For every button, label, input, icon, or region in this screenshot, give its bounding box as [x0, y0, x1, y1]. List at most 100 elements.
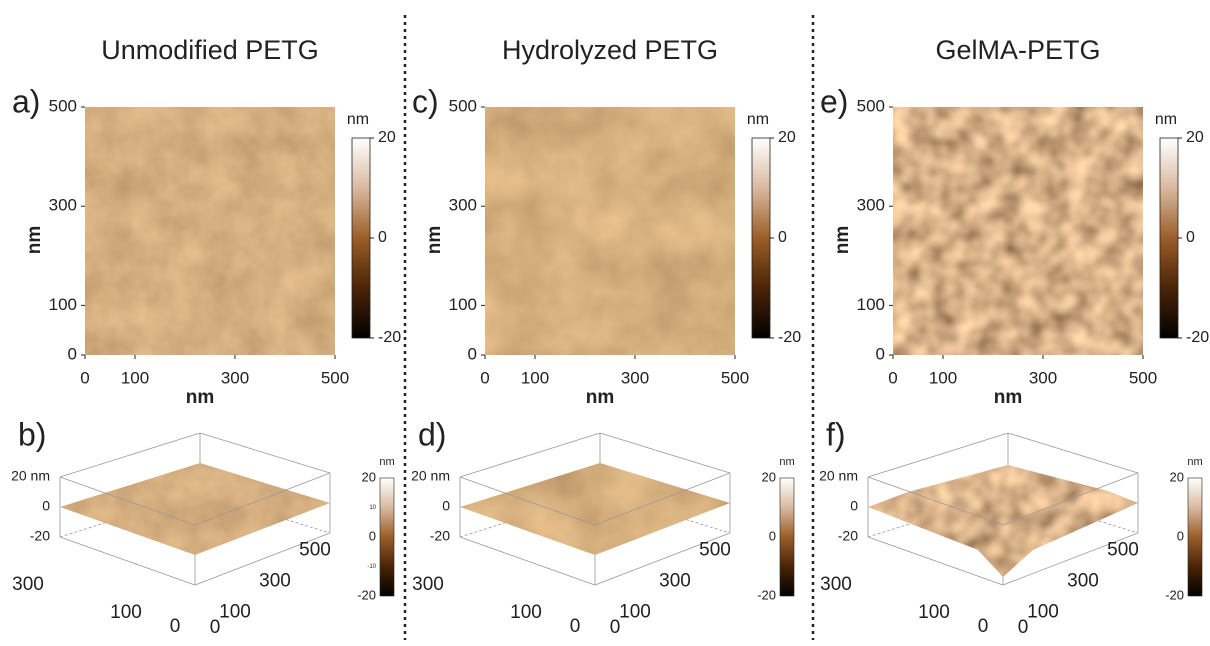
afm-surface — [460, 463, 730, 555]
colorbar-unit: nm — [747, 111, 769, 128]
y-tick-label: 500 — [449, 96, 477, 115]
axis-tick-label: 500 — [699, 540, 731, 561]
panel-label: f) — [826, 416, 846, 452]
colorbar-minor-tick-label: -10 — [367, 564, 376, 570]
y-tick-label: 100 — [49, 295, 77, 314]
y-axis-label: nm — [24, 226, 45, 255]
colorbar — [352, 138, 370, 338]
x-tick-label: 100 — [121, 368, 149, 387]
colorbar-unit: nm — [347, 111, 369, 128]
axis-tick-label: 300 — [412, 574, 444, 595]
axis-tick-label: 0 — [570, 616, 581, 637]
colorbar — [780, 478, 794, 596]
axis-tick-label: 300 — [659, 571, 691, 592]
colorbar-tick-label: 0 — [369, 528, 376, 543]
x-tick-label: 100 — [521, 368, 549, 387]
panel-label: a) — [12, 83, 40, 119]
x-tick-label: 300 — [621, 368, 649, 387]
afm-map — [485, 107, 735, 355]
y-tick-label: 0 — [468, 344, 477, 363]
axis-tick-label: 100 — [1027, 602, 1059, 623]
axis-tick-label: 0 — [978, 616, 989, 637]
x-axis-label: nm — [186, 387, 215, 408]
y-tick-label: 500 — [49, 96, 77, 115]
box-edge — [1008, 433, 1138, 473]
colorbar-tick-label: 20 — [1186, 129, 1204, 146]
axis-tick-label: 300 — [259, 571, 291, 592]
x-tick-label: 0 — [480, 368, 489, 387]
panel-label: b) — [18, 416, 46, 452]
panel-title: Hydrolyzed PETG — [502, 35, 718, 65]
colorbar-tick-label: 0 — [769, 528, 776, 543]
axis-tick-label: 500 — [1107, 540, 1139, 561]
colorbar-tick-label: -20 — [378, 329, 401, 346]
panel-title: Unmodified PETG — [101, 35, 319, 65]
colorbar — [1160, 138, 1178, 338]
figure: Unmodified PETGa)01003005000100300500nmn… — [0, 0, 1210, 646]
colorbar-tick-label: 20 — [1170, 469, 1184, 484]
colorbar — [752, 138, 770, 338]
x-tick-label: 100 — [929, 368, 957, 387]
afm-map — [893, 107, 1143, 355]
colorbar-tick-label: 0 — [378, 229, 387, 246]
y-tick-label: 0 — [68, 344, 77, 363]
axis-tick-label: 300 — [1067, 571, 1099, 592]
y-tick-label: 300 — [857, 196, 885, 215]
z-tick-label: -20 — [30, 528, 50, 544]
colorbar-tick-label: -20 — [1186, 329, 1209, 346]
axis-tick-label: 100 — [918, 602, 950, 623]
y-tick-label: 500 — [857, 96, 885, 115]
axis-tick-label: 500 — [299, 540, 331, 561]
colorbar-tick-label: -20 — [778, 329, 801, 346]
y-tick-label: 100 — [449, 295, 477, 314]
axis-tick-label: 100 — [510, 602, 542, 623]
axis-tick-label: 300 — [12, 574, 44, 595]
colorbar-unit: nm — [779, 456, 794, 468]
colorbar-tick-label: -20 — [1165, 587, 1184, 602]
x-tick-label: 0 — [80, 368, 89, 387]
colorbar-unit: nm — [379, 456, 394, 468]
z-tick-label: 20 nm — [411, 468, 450, 484]
y-axis-label: nm — [832, 226, 853, 255]
x-axis-label: nm — [586, 387, 615, 408]
x-tick-label: 0 — [888, 368, 897, 387]
box-edge — [600, 433, 730, 473]
afm-map — [85, 107, 335, 355]
colorbar — [380, 478, 394, 596]
z-tick-label: 20 nm — [819, 468, 858, 484]
panel-label: c) — [412, 83, 439, 119]
colorbar-tick-label: -20 — [357, 587, 376, 602]
z-tick-label: 20 nm — [11, 468, 50, 484]
y-tick-label: 300 — [449, 196, 477, 215]
panel-title: GelMA-PETG — [935, 35, 1100, 65]
colorbar-tick-label: 0 — [1177, 528, 1184, 543]
colorbar-tick-label: -20 — [757, 587, 776, 602]
panel-label: e) — [820, 83, 848, 119]
x-tick-label: 500 — [721, 368, 749, 387]
colorbar-tick-label: 20 — [362, 469, 376, 484]
colorbar-tick-label: 0 — [778, 229, 787, 246]
y-tick-label: 0 — [876, 344, 885, 363]
colorbar — [1188, 478, 1202, 596]
afm-surface — [60, 463, 330, 555]
panel-label: d) — [418, 416, 446, 452]
x-tick-label: 300 — [1029, 368, 1057, 387]
colorbar-minor-tick-label: 10 — [369, 505, 376, 511]
x-tick-label: 500 — [321, 368, 349, 387]
x-tick-label: 500 — [1129, 368, 1157, 387]
z-tick-label: 0 — [42, 498, 50, 514]
colorbar-tick-label: 20 — [762, 469, 776, 484]
afm-surface — [868, 465, 1138, 577]
axis-tick-label: 100 — [110, 602, 142, 623]
y-axis-label: nm — [424, 226, 445, 255]
z-tick-label: -20 — [430, 528, 450, 544]
colorbar-unit: nm — [1187, 456, 1202, 468]
y-tick-label: 100 — [857, 295, 885, 314]
z-tick-label: -20 — [838, 528, 858, 544]
colorbar-tick-label: 20 — [378, 129, 396, 146]
axis-tick-label: 0 — [170, 616, 181, 637]
axis-tick-label: 100 — [219, 602, 251, 623]
axis-tick-label: 100 — [619, 602, 651, 623]
colorbar-tick-label: 20 — [778, 129, 796, 146]
colorbar-unit: nm — [1155, 111, 1177, 128]
